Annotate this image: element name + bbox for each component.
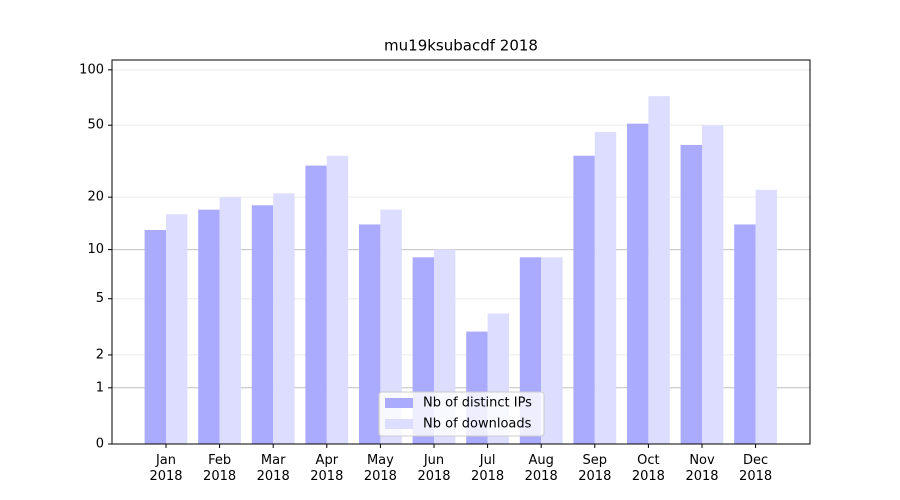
- x-tick-label: May 2018: [363, 453, 397, 484]
- bar: [380, 209, 402, 444]
- legend: Nb of distinct IPs Nb of downloads: [378, 391, 545, 437]
- bar: [198, 209, 220, 444]
- bar: [273, 193, 295, 444]
- chart-title: mu19ksubacdf 2018: [384, 37, 538, 55]
- bar: [144, 230, 166, 444]
- bar: [648, 96, 670, 444]
- x-tick-label: Aug 2018: [524, 453, 558, 484]
- x-tick-label: Oct 2018: [631, 453, 665, 484]
- x-tick-label: Jun 2018: [417, 453, 451, 484]
- x-tick-label: Jan 2018: [149, 453, 183, 484]
- bar: [305, 165, 327, 445]
- y-tick-label: 10: [87, 242, 104, 257]
- bar: [755, 189, 777, 444]
- x-tick-label: Mar 2018: [256, 453, 290, 484]
- bar: [359, 224, 381, 444]
- y-tick-label: 50: [87, 118, 104, 133]
- x-tick-label: Jul 2018: [471, 453, 505, 484]
- plot-frame: [111, 59, 811, 445]
- x-tick-label: Nov 2018: [685, 453, 719, 484]
- bar: [702, 125, 724, 445]
- y-tick-label: 0: [96, 437, 104, 452]
- y-tick-label: 100: [79, 62, 104, 77]
- x-tick-label: Feb 2018: [203, 453, 237, 484]
- bar: [219, 197, 241, 444]
- bar: [326, 155, 349, 445]
- legend-label: Nb of distinct IPs: [423, 396, 532, 411]
- y-tick-label: 20: [87, 190, 104, 205]
- x-tick-label: Dec 2018: [739, 453, 773, 484]
- legend-box: [378, 391, 545, 437]
- x-tick-label: Apr 2018: [310, 453, 344, 484]
- legend-swatch: [385, 398, 413, 408]
- bar: [541, 257, 563, 444]
- bar: [594, 131, 617, 445]
- y-tick-label: 5: [96, 291, 104, 306]
- y-tick-label: 2: [96, 347, 104, 362]
- legend-label: Nb of downloads: [423, 417, 532, 432]
- bar: [573, 155, 595, 445]
- x-tick-label: Sep 2018: [578, 453, 612, 484]
- bar: [680, 144, 702, 445]
- y-tick-label: 1: [96, 380, 104, 395]
- bar: [251, 205, 274, 444]
- bar: [734, 224, 756, 444]
- legend-swatch: [385, 419, 413, 429]
- bar: [166, 214, 188, 444]
- bar: [627, 123, 649, 445]
